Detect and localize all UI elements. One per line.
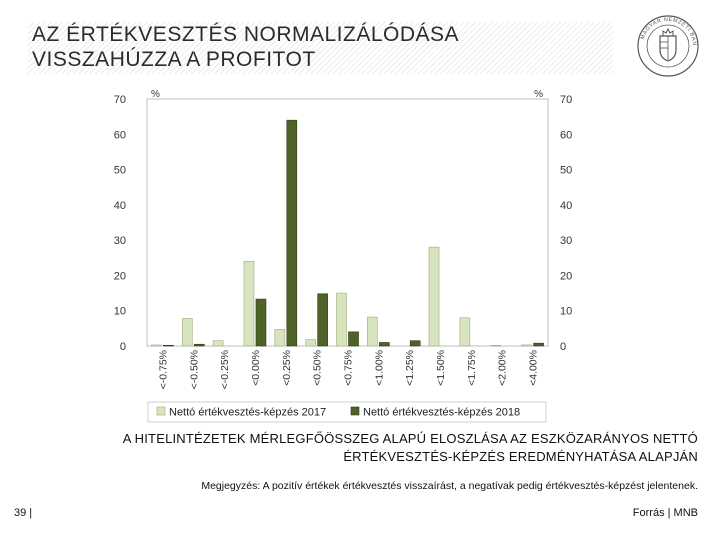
y-tick-left: 0 bbox=[120, 341, 126, 353]
x-tick-label: <0.75% bbox=[343, 350, 355, 386]
title-band bbox=[28, 22, 613, 74]
legend-box bbox=[147, 401, 547, 423]
bar-2017 bbox=[459, 317, 471, 347]
y-tick-left: 50 bbox=[114, 165, 126, 177]
y-tick-right: 0 bbox=[560, 341, 566, 353]
x-tick-label: <1.75% bbox=[466, 350, 478, 386]
x-tick-label: <2.00% bbox=[497, 350, 509, 386]
caption-line-2: ÉRTÉKVESZTÉS-KÉPZÉS EREDMÉNYHATÁSA ALAPJ… bbox=[343, 449, 698, 464]
x-tick-label: <0.25% bbox=[281, 350, 293, 386]
caption-line-1: A HITELINTÉZETEK MÉRLEGFŐÖSSZEG ALAPÚ EL… bbox=[122, 431, 698, 446]
source-label: Forrás | MNB bbox=[632, 507, 698, 519]
chart-note: Megjegyzés: A pozitív értékek értékveszt… bbox=[201, 480, 698, 492]
bar-2017 bbox=[274, 329, 286, 347]
bar-2018 bbox=[255, 298, 267, 347]
x-tick-label: <4.00% bbox=[528, 350, 540, 386]
y-tick-left: 30 bbox=[114, 235, 126, 247]
bar-2017 bbox=[428, 246, 440, 347]
bar-2017 bbox=[243, 261, 255, 347]
plot-area bbox=[146, 98, 549, 347]
bar-2018 bbox=[533, 342, 544, 347]
legend-label: Nettó értékvesztés-képzés 2018 bbox=[363, 407, 520, 419]
y-unit-left: % bbox=[151, 89, 160, 100]
y-tick-left: 60 bbox=[114, 129, 126, 141]
legend-label: Nettó értékvesztés-képzés 2017 bbox=[169, 407, 326, 419]
bar-2018 bbox=[317, 293, 328, 347]
bar-2017 bbox=[521, 344, 532, 347]
bar-2017 bbox=[151, 344, 162, 347]
y-tick-right: 10 bbox=[560, 306, 572, 318]
page-number: 39 | bbox=[14, 507, 33, 519]
legend-swatch bbox=[156, 406, 166, 416]
y-tick-right: 70 bbox=[560, 94, 572, 106]
y-unit-right: % bbox=[534, 89, 543, 100]
x-tick-label: <1.25% bbox=[404, 350, 416, 386]
bar-2017 bbox=[181, 318, 193, 347]
x-tick-label: <0.50% bbox=[312, 350, 324, 386]
x-tick-label: <1.50% bbox=[435, 350, 447, 386]
y-tick-right: 60 bbox=[560, 129, 572, 141]
bar-2017 bbox=[336, 292, 347, 347]
slide-title: AZ ÉRTÉKVESZTÉS NORMALIZÁLÓDÁSA VISSZAHÚ… bbox=[32, 22, 592, 72]
bar-2018 bbox=[193, 343, 205, 347]
y-tick-right: 30 bbox=[560, 235, 572, 247]
x-tick-label: <1.00% bbox=[373, 350, 385, 386]
bar-2018 bbox=[163, 344, 174, 347]
title-line-2: VISSZAHÚZZA A PROFITOT bbox=[32, 48, 316, 71]
y-tick-right: 50 bbox=[560, 165, 572, 177]
title-line-1: AZ ÉRTÉKVESZTÉS NORMALIZÁLÓDÁSA bbox=[32, 23, 460, 46]
bar-2018 bbox=[409, 340, 421, 347]
bar-2018 bbox=[379, 342, 390, 347]
bar-2017 bbox=[305, 339, 316, 347]
mnb-logo-icon: MAGYAR NEMZETI BANK bbox=[636, 14, 699, 77]
bar-2018 bbox=[348, 331, 359, 347]
x-tick-label: <-0.75% bbox=[157, 350, 169, 389]
y-tick-left: 40 bbox=[114, 200, 126, 212]
bar-2017 bbox=[490, 344, 502, 347]
bar-2018 bbox=[286, 119, 298, 347]
x-tick-label: <0.00% bbox=[250, 350, 262, 386]
legend-swatch bbox=[350, 406, 360, 416]
bar-2017 bbox=[212, 340, 224, 347]
x-tick-label: <-0.50% bbox=[188, 350, 200, 389]
chart-caption: A HITELINTÉZETEK MÉRLEGFŐÖSSZEG ALAPÚ EL… bbox=[58, 430, 698, 466]
bar-2017 bbox=[367, 316, 378, 347]
y-tick-right: 40 bbox=[560, 200, 572, 212]
x-tick-label: <-0.25% bbox=[219, 350, 231, 389]
y-tick-left: 10 bbox=[114, 306, 126, 318]
y-tick-left: 20 bbox=[114, 270, 126, 282]
y-tick-right: 20 bbox=[560, 270, 572, 282]
y-tick-left: 70 bbox=[114, 94, 126, 106]
